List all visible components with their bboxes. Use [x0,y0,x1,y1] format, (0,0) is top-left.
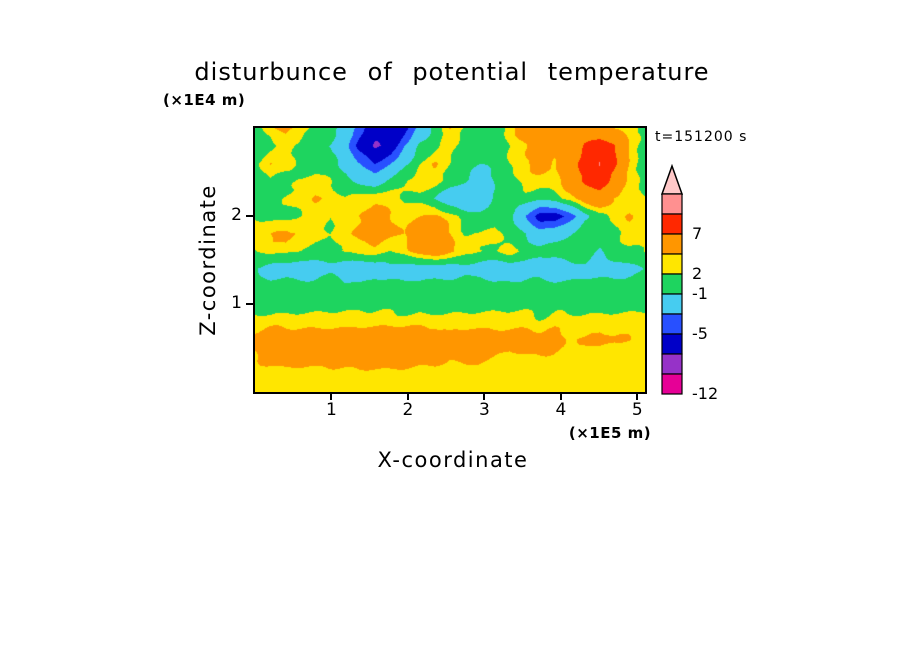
page-title: disturbunce of potential temperature [194,58,710,86]
x-tick-label: 2 [402,400,414,420]
x-tick-label: 1 [326,400,337,420]
colorbar-tick-label: -1 [692,284,708,303]
colorbar-tick-label: 2 [692,264,703,283]
x-tick-label: 5 [631,400,643,420]
y-tick-label: 2 [231,205,242,225]
plot-frame [253,126,647,394]
y-tick-mark [246,303,253,305]
colorbar-tick-label: -5 [692,324,708,343]
colorbar-tick-label: -12 [692,384,719,403]
colorbar-segment [661,213,683,235]
colorbar-scale [660,163,684,395]
y-axis-unit-label: (×1E4 m) [163,91,246,109]
contour-field [255,128,645,392]
time-annotation: t=151200 s [655,129,748,145]
y-axis-title: Z-coordinate [196,184,220,336]
colorbar-segment [661,353,683,375]
colorbar-segment [661,293,683,315]
x-tick-mark [559,394,562,400]
colorbar-segment [661,273,683,295]
y-tick-label: 1 [231,293,242,313]
x-axis-unit-label: (×1E5 m) [568,424,652,442]
colorbar-segment [661,313,683,335]
colorbar-segment [661,233,683,255]
x-tick-mark [483,394,486,400]
colorbar-arrow-icon [660,163,684,195]
x-tick-label: 4 [555,400,567,420]
x-tick-mark [636,394,639,400]
colorbar-segment [661,333,683,355]
colorbar-segment [661,373,683,395]
x-tick-label: 3 [478,400,490,420]
x-tick-mark [330,394,333,400]
colorbar: 7 2 -1 -5 -12 [660,163,790,409]
x-axis-title: X-coordinate [377,448,529,472]
colorbar-segment [661,253,683,275]
colorbar-tick-label: 7 [692,224,703,243]
colorbar-segment [661,193,683,215]
y-tick-mark [246,215,253,217]
x-tick-mark [406,394,409,400]
